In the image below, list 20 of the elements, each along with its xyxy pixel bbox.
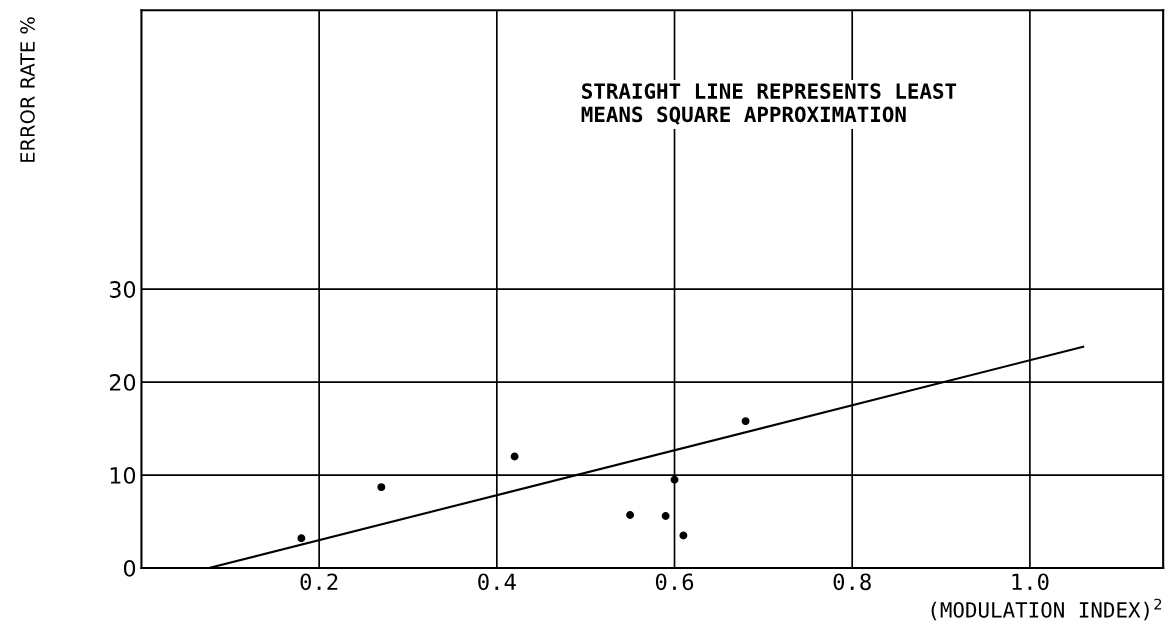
point: [510, 452, 519, 461]
point: [670, 475, 679, 484]
point: [297, 534, 306, 543]
x-tick-label: 0.6: [655, 573, 694, 591]
x-tick-label: 0.8: [833, 573, 871, 591]
y-tick-label: 10: [110, 467, 136, 484]
point: [741, 417, 750, 426]
point: [679, 531, 688, 540]
y-tick-label: 0: [123, 559, 136, 577]
y-tick-label: 30: [110, 281, 136, 298]
x-tick-label: 1.0: [1012, 573, 1049, 591]
x-tick-label: 0.2: [300, 573, 338, 591]
y-axis-title: ERROR RATE %: [20, 17, 35, 162]
x-tick-label: 0.4: [478, 573, 516, 591]
point: [626, 511, 635, 519]
y-tick-label: 20: [109, 374, 136, 391]
point: [377, 483, 386, 492]
annotation: STRAIGHT LINE REPRESENTS LEAST MEANS SQUARE APPROXIMATION: [581, 83, 957, 125]
x-axis-title: (MODULATION INDEX)$^{2}$: [931, 598, 1162, 621]
point: [661, 512, 670, 520]
